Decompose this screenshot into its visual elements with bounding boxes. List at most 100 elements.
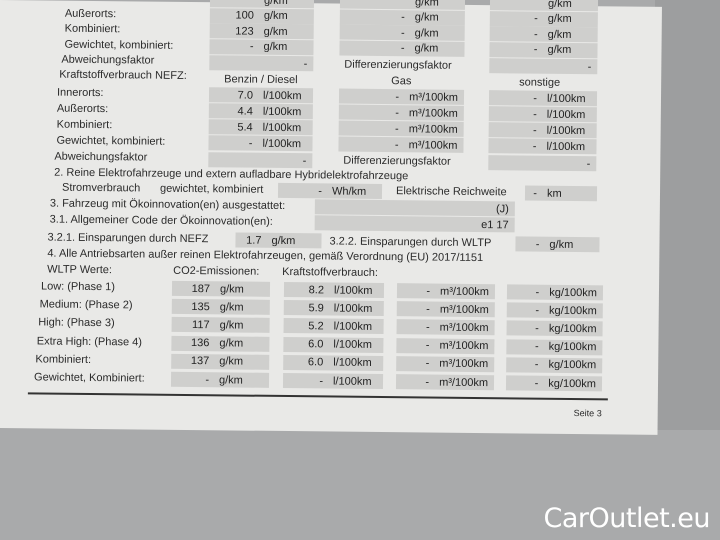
- field-value: e1 17: [481, 218, 509, 231]
- value-field: 4.4 l/100km: [208, 103, 313, 120]
- field-value: -: [425, 339, 430, 352]
- value-field: - l/100km: [208, 135, 313, 152]
- document-page: g/km g/km g/km Außerorts: 100 g/km - g/km - g/km K…: [0, 0, 662, 435]
- field-unit: m³/100km: [439, 357, 489, 371]
- value-field: - kg/100km: [505, 375, 603, 392]
- field-unit: g/km: [219, 355, 244, 368]
- field-unit: g/km: [547, 12, 572, 25]
- row-label: Abweichungsfaktor: [61, 53, 155, 67]
- row-label: WLTP Werte:: [47, 263, 113, 277]
- divider: [27, 392, 608, 401]
- row-label: Kombiniert:: [56, 118, 113, 132]
- value-field: 5.9 l/100km: [283, 300, 384, 317]
- field-value: -: [534, 377, 539, 390]
- field-unit: l/100km: [262, 89, 302, 102]
- field-unit: l/100km: [546, 108, 586, 121]
- field-unit: g/km: [219, 319, 244, 332]
- row-label: Medium: (Phase 2): [39, 298, 133, 312]
- value-field: - kg/100km: [506, 357, 603, 374]
- field-unit: g/km: [414, 42, 439, 55]
- field-unit: m³/100km: [439, 321, 489, 335]
- value-field: -: [209, 55, 314, 72]
- row-label: Innerorts:: [56, 86, 104, 100]
- field-value: -: [249, 40, 254, 53]
- field-unit: l/100km: [333, 284, 373, 297]
- field-unit: l/100km: [546, 92, 586, 105]
- row-label: Low: (Phase 1): [40, 280, 116, 294]
- field-unit: kg/100km: [549, 304, 597, 317]
- value-field: - m³/100km: [338, 120, 464, 137]
- value-field: - kg/100km: [506, 338, 603, 355]
- value-field: - m³/100km: [338, 88, 465, 105]
- value-field: -: [488, 155, 597, 172]
- field-unit: l/100km: [333, 302, 373, 315]
- value-field: - m³/100km: [396, 301, 495, 318]
- value-field: 5.4 l/100km: [208, 119, 313, 136]
- value-field: -: [208, 152, 313, 169]
- field-value: -: [533, 187, 538, 200]
- field-value: 135: [191, 300, 210, 313]
- row-label: Elektrische Reichweite: [395, 185, 507, 199]
- field-unit: g/km: [549, 238, 574, 251]
- field-unit: Wh/km: [331, 184, 367, 198]
- value-field: 8.2 l/100km: [283, 281, 385, 299]
- field-value: 100: [235, 9, 254, 22]
- field-value: -: [535, 322, 539, 335]
- field-value: -: [533, 108, 537, 121]
- value-field: - m³/100km: [396, 337, 495, 354]
- field-value: -: [535, 286, 540, 299]
- field-value: -: [535, 304, 540, 317]
- background: [655, 0, 720, 430]
- field-value: -: [401, 11, 405, 24]
- field-unit: l/100km: [333, 320, 373, 333]
- field-unit: kg/100km: [549, 286, 598, 299]
- field-unit: g/km: [547, 28, 572, 41]
- value-field: 5.2 l/100km: [283, 318, 384, 335]
- field-value: -: [400, 42, 405, 55]
- field-value: -: [395, 106, 399, 119]
- value-field: 6.0 l/100km: [283, 354, 384, 371]
- field-unit: g/km: [547, 0, 572, 10]
- field-value: 117: [191, 318, 210, 332]
- field-value: 4.4: [237, 104, 253, 118]
- field-value: -: [534, 12, 538, 25]
- value-field: 6.0 l/100km: [283, 336, 384, 353]
- value-field: - m³/100km: [396, 283, 496, 300]
- field-unit: kg/100km: [548, 377, 597, 390]
- watermark-logo: CarOutlet.eu: [543, 503, 711, 534]
- field-unit: m³/100km: [408, 122, 458, 136]
- field-value: -: [586, 157, 591, 170]
- value-field: 100 g/km: [209, 7, 314, 24]
- row-label: 3.2.2. Einsparungen durch WLTP: [329, 235, 492, 250]
- field-value: 8.2: [308, 283, 325, 296]
- field-unit: kg/100km: [548, 340, 597, 354]
- value-field: 136 g/km: [171, 335, 270, 352]
- field-unit: g/km: [414, 0, 439, 9]
- column-header: Benzin / Diesel: [224, 73, 298, 87]
- value-field: g/km: [489, 0, 599, 12]
- field-value: -: [302, 154, 307, 167]
- field-value: -: [535, 238, 540, 251]
- value-field: 7.0 l/100km: [208, 87, 314, 104]
- field-value: -: [533, 92, 538, 105]
- row-label: Gewichtet, kombiniert:: [56, 134, 166, 148]
- oekoinnovation-field: (J): [314, 199, 515, 217]
- field-unit: l/100km: [546, 124, 586, 137]
- field-value: (J): [495, 202, 509, 215]
- value-field: 117 g/km: [171, 317, 270, 334]
- field-value: 5.4: [237, 120, 253, 134]
- value-field: 187 g/km: [171, 280, 271, 297]
- field-value: -: [425, 357, 430, 370]
- field-unit: l/100km: [332, 375, 372, 388]
- column-header: CO2-Emissionen:: [173, 264, 260, 278]
- row-label: Gewichtet, Kombiniert:: [33, 371, 145, 385]
- value-field: - g/km: [489, 10, 598, 27]
- row-label: Außerorts:: [56, 102, 109, 116]
- field-unit: m³/100km: [409, 90, 459, 104]
- value-field: - m³/100km: [338, 104, 464, 121]
- value-field: - kg/100km: [506, 320, 603, 337]
- row-label: Extra High: (Phase 4): [36, 334, 143, 349]
- field-value: -: [533, 43, 538, 56]
- row-label: 3.1. Allgemeiner Code der Ökoinnovation(…: [49, 213, 273, 228]
- field-unit: g/km: [263, 0, 288, 7]
